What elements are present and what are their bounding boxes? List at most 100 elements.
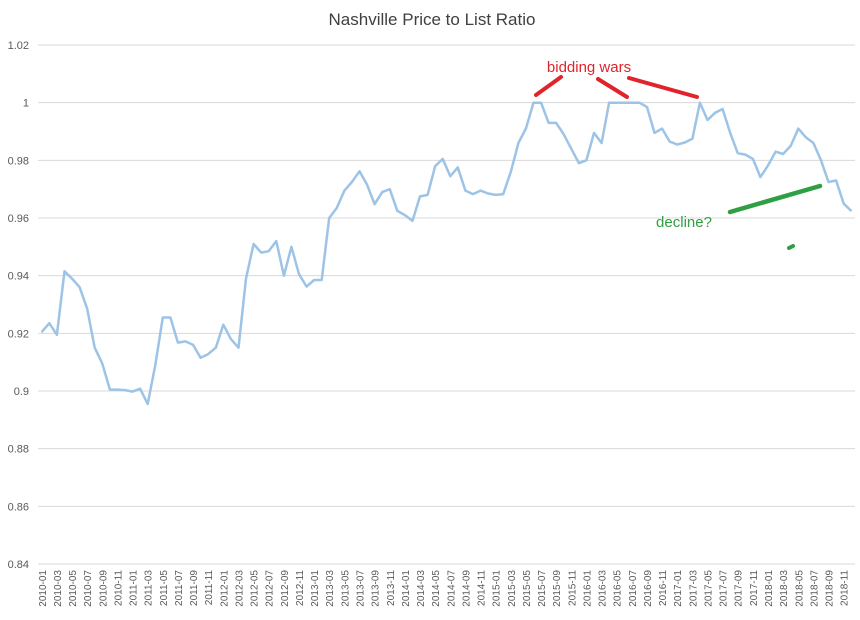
x-tick-label: 2016-09 bbox=[643, 570, 654, 607]
data-point bbox=[78, 286, 81, 289]
data-point bbox=[653, 132, 656, 134]
data-point bbox=[820, 159, 822, 162]
data-point bbox=[842, 202, 845, 205]
x-tick-label: 2017-11 bbox=[749, 570, 760, 606]
data-point bbox=[63, 270, 66, 273]
data-point bbox=[343, 189, 346, 192]
data-point bbox=[699, 101, 701, 104]
x-tick-label: 2014-11 bbox=[477, 570, 488, 606]
data-point bbox=[245, 277, 247, 280]
x-tick-label: 2018-05 bbox=[794, 570, 805, 607]
series-line bbox=[40, 101, 853, 406]
data-point bbox=[789, 145, 792, 147]
decline-marker bbox=[727, 183, 823, 215]
y-tick-label: 0.96 bbox=[8, 213, 29, 225]
data-point bbox=[169, 316, 172, 319]
data-point bbox=[555, 122, 557, 124]
data-point bbox=[260, 251, 262, 254]
data-point bbox=[736, 152, 739, 154]
x-tick-label: 2011-01 bbox=[129, 570, 140, 606]
x-tick-label: 2017-07 bbox=[719, 570, 730, 607]
data-point bbox=[116, 388, 119, 391]
x-tick-label: 2011-07 bbox=[174, 570, 185, 606]
data-point bbox=[93, 346, 96, 349]
data-point bbox=[767, 164, 769, 167]
data-point bbox=[131, 390, 134, 393]
data-point bbox=[419, 195, 421, 198]
data-point bbox=[426, 194, 429, 196]
data-point bbox=[411, 220, 414, 222]
x-tick-label: 2016-07 bbox=[628, 570, 639, 607]
data-point bbox=[510, 171, 512, 173]
data-point bbox=[48, 322, 51, 325]
data-point bbox=[162, 316, 164, 319]
y-tick-label: 0.86 bbox=[8, 501, 29, 513]
x-tick-label: 2013-09 bbox=[371, 570, 382, 607]
data-point bbox=[759, 176, 762, 178]
data-point bbox=[396, 209, 399, 212]
decline-dot bbox=[787, 244, 795, 250]
annotations: bidding wars decline? bbox=[534, 59, 823, 250]
data-point bbox=[177, 341, 179, 344]
x-tick-label: 2017-09 bbox=[734, 570, 745, 607]
data-point bbox=[683, 141, 686, 144]
y-tick-label: 1 bbox=[23, 98, 29, 110]
data-point bbox=[290, 246, 293, 248]
decline-label: decline? bbox=[656, 214, 712, 231]
data-point bbox=[812, 142, 815, 144]
x-tick-label: 2014-05 bbox=[431, 570, 442, 607]
data-point bbox=[252, 243, 255, 245]
data-point bbox=[449, 175, 452, 177]
data-point bbox=[275, 240, 278, 242]
x-tick-label: 2010-07 bbox=[83, 570, 94, 607]
x-tick-label: 2013-03 bbox=[325, 570, 336, 607]
x-tick-label: 2015-11 bbox=[567, 570, 578, 606]
data-point bbox=[517, 142, 520, 144]
data-point bbox=[358, 170, 361, 173]
y-tick-label: 0.98 bbox=[8, 155, 29, 167]
data-point bbox=[146, 403, 149, 405]
data-point bbox=[547, 122, 550, 124]
chart-title: Nashville Price to List Ratio bbox=[329, 10, 536, 29]
y-axis-tick-labels: 0.84 0.86 0.88 0.9 0.92 0.94 0.96 0.98 1 1.02 bbox=[8, 40, 29, 571]
data-point bbox=[298, 273, 300, 276]
data-point bbox=[706, 119, 709, 121]
y-tick-label: 0.94 bbox=[8, 271, 29, 283]
data-point bbox=[320, 279, 323, 281]
x-axis-tick-labels: 2010-01 2010-03 2010-05 2010-07 2010-09 2010-… bbox=[38, 570, 851, 607]
data-point bbox=[139, 387, 141, 390]
data-point bbox=[404, 214, 406, 216]
data-point bbox=[207, 353, 210, 355]
data-point bbox=[479, 189, 482, 192]
data-point bbox=[850, 209, 853, 212]
data-point bbox=[237, 346, 240, 349]
data-point bbox=[373, 203, 376, 205]
x-tick-label: 2010-11 bbox=[113, 570, 124, 606]
x-tick-label: 2013-01 bbox=[310, 570, 321, 607]
data-point bbox=[782, 153, 784, 155]
data-point bbox=[86, 308, 88, 310]
x-tick-label: 2016-01 bbox=[582, 570, 593, 607]
data-point bbox=[668, 140, 671, 143]
data-point bbox=[40, 331, 43, 333]
data-point bbox=[199, 357, 202, 359]
data-point bbox=[502, 193, 505, 195]
data-point bbox=[101, 362, 104, 365]
x-tick-label: 2014-07 bbox=[446, 570, 457, 607]
x-tick-label: 2014-01 bbox=[401, 570, 412, 607]
data-point bbox=[691, 137, 694, 140]
data-point bbox=[230, 338, 232, 340]
data-point bbox=[562, 133, 565, 136]
x-tick-label: 2011-11 bbox=[204, 570, 215, 606]
data-point bbox=[494, 194, 497, 196]
data-point bbox=[222, 323, 225, 326]
y-tick-label: 0.92 bbox=[8, 328, 29, 340]
bidding-wars-label: bidding wars bbox=[547, 59, 631, 76]
x-tick-label: 2017-03 bbox=[688, 570, 699, 607]
data-point bbox=[623, 101, 626, 104]
data-point bbox=[661, 127, 663, 130]
data-point bbox=[487, 192, 489, 195]
x-tick-label: 2015-01 bbox=[492, 570, 503, 607]
data-point bbox=[351, 181, 353, 183]
